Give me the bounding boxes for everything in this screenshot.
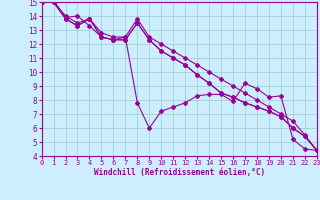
X-axis label: Windchill (Refroidissement éolien,°C): Windchill (Refroidissement éolien,°C) [94, 168, 265, 177]
